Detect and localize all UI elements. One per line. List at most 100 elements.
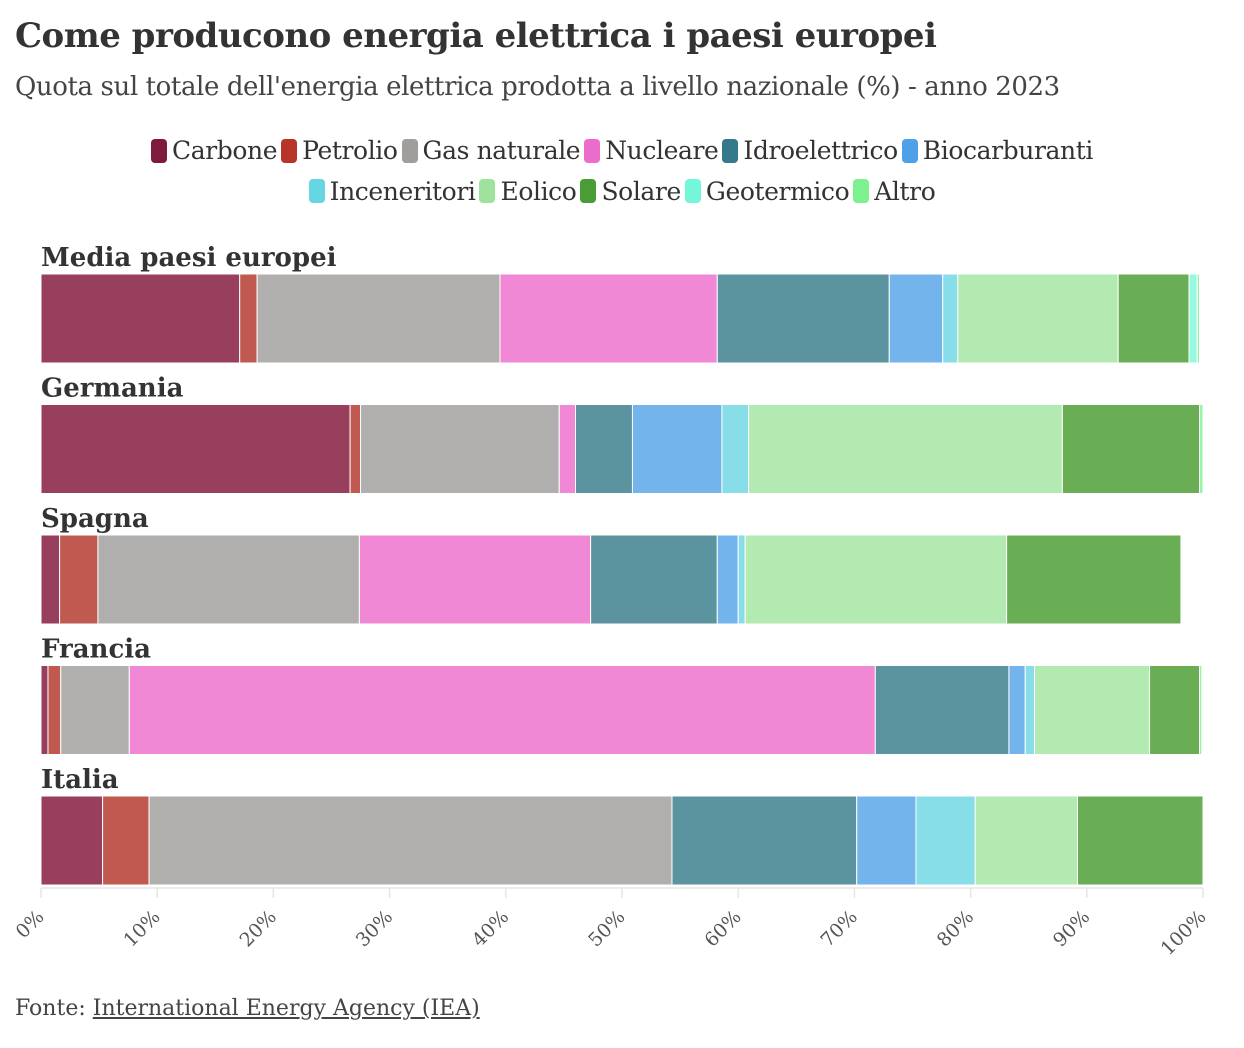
legend-item: Inceneritori (308, 173, 476, 210)
bar-segment-idroelettrico (590, 534, 718, 625)
legend-swatch (308, 179, 325, 203)
bar-segment-petrolio (349, 404, 362, 494)
legend-item: Altro (853, 173, 936, 210)
legend-label: Altro (874, 176, 936, 206)
bar-segment-inceneritori (942, 273, 959, 364)
bar-segment-idroelettrico (716, 273, 890, 364)
x-tick-label: 10% (119, 906, 164, 951)
legend-label: Biocarburanti (922, 136, 1094, 165)
row-label: Francia (41, 635, 151, 665)
x-tick-label: 80% (933, 906, 978, 951)
bar-segment-nucleare (128, 665, 876, 755)
bar-segment-gas-naturale (256, 273, 501, 364)
chart-title: Come producono energia elettrica i paesi… (15, 16, 937, 56)
legend-swatch (722, 138, 739, 163)
legend-swatch (901, 138, 918, 163)
bar-segment-biocarburanti (856, 795, 917, 886)
legend-swatch (684, 179, 701, 203)
bar-row: Media paesi europei (40, 243, 1201, 364)
legend-swatch (853, 179, 870, 203)
bar-segment-carbone (40, 665, 49, 755)
source-link[interactable]: International Energy Agency (IEA) (92, 996, 480, 1021)
x-tick-label: 0% (12, 906, 49, 943)
legend-label: Nucleare (605, 136, 719, 165)
bar-segment-petrolio (102, 795, 150, 886)
legend-item: Gas naturale (401, 132, 581, 169)
bar-row: Italia (40, 765, 1204, 886)
bar-segment-carbone (40, 795, 104, 886)
bar-segment-gas-naturale (60, 665, 130, 755)
legend-swatch (151, 138, 168, 163)
row-label: Italia (41, 765, 119, 795)
legend: Carbone Petrolio Gas naturale Nucleare Idroe… (0, 132, 1244, 213)
bar-segment-gas-naturale (360, 404, 560, 494)
bar-segment-eolico (974, 795, 1079, 886)
bar-segment-carbone (40, 404, 351, 494)
x-tick-label: 60% (700, 906, 745, 951)
x-tick-label: 40% (468, 906, 513, 951)
bar-segment-inceneritori (915, 795, 976, 886)
bar-segment-eolico (957, 273, 1119, 364)
row-label: Spagna (41, 504, 149, 534)
stacked-bar-chart: Media paesi europei Germania Spagna Francia… (12, 243, 1211, 960)
legend-label: Carbone (172, 136, 278, 165)
legend-row: Carbone Petrolio Gas naturale Nucleare Idroe… (0, 132, 1244, 173)
legend-swatch (580, 179, 597, 203)
bar-row: Germania (40, 374, 1204, 494)
bar-segment-gas-naturale (97, 534, 360, 625)
bar-row: Francia (40, 635, 1203, 755)
bar-segment-altro (1199, 665, 1203, 755)
legend-swatch (479, 179, 496, 203)
bar-segment-eolico (748, 404, 1063, 494)
bar-segment-gas-naturale (148, 795, 673, 886)
legend-label: Solare (601, 176, 681, 206)
bar-segment-inceneritori (721, 404, 750, 494)
bar-segment-nucleare (558, 404, 577, 494)
legend-swatch (584, 138, 601, 163)
bar-segment-altro (1196, 273, 1201, 364)
bar-segment-solare (1061, 404, 1201, 494)
bar-segment-nucleare (499, 273, 718, 364)
chart-subtitle: Quota sul totale dell'energia elettrica … (15, 72, 1060, 102)
legend-item: Idroelettrico (722, 132, 898, 169)
row-label: Media paesi europei (41, 243, 337, 273)
bar-segment-solare (1117, 273, 1190, 364)
bar-segment-biocarburanti (888, 273, 944, 364)
bar-segment-biocarburanti (631, 404, 723, 494)
legend-label: Eolico (500, 176, 577, 206)
x-tick-label: 50% (584, 906, 629, 951)
bar-segment-biocarburanti (716, 534, 739, 625)
bar-segment-solare (1006, 534, 1182, 625)
x-tick-label: 100% (1157, 906, 1211, 960)
row-label: Germania (41, 374, 184, 404)
bar-segment-solare (1077, 795, 1204, 886)
bar-segment-biocarburanti (1008, 665, 1026, 755)
legend-item: Eolico (479, 173, 577, 210)
bar-segment-idroelettrico (874, 665, 1010, 755)
bar-segment-carbone (40, 273, 241, 364)
bar-segment-idroelettrico (575, 404, 633, 494)
x-tick-label: 70% (817, 906, 862, 951)
legend-label: Inceneritori (329, 176, 476, 206)
legend-label: Petrolio (302, 136, 398, 165)
bar-segment-solare (1149, 665, 1201, 755)
legend-item: Geotermico (684, 173, 850, 210)
bar-segment-inceneritori (1024, 665, 1036, 755)
x-tick-label: 90% (1049, 906, 1094, 951)
bar-segment-inceneritori (737, 534, 746, 625)
bar-segment-geotermico (1188, 273, 1198, 364)
legend-item: Solare (580, 173, 681, 210)
bar-segment-idroelettrico (671, 795, 858, 886)
x-tick-label: 20% (236, 906, 281, 951)
bar-segment-eolico (1034, 665, 1151, 755)
x-tick-label: 30% (352, 906, 397, 951)
bar-segment-nucleare (358, 534, 592, 625)
bar-segment-petrolio (239, 273, 258, 364)
bar-row: Spagna (40, 504, 1182, 625)
legend-item: Carbone (151, 132, 278, 169)
legend-label: Idroelettrico (743, 136, 898, 165)
legend-row: Inceneritori Eolico Solare Geotermico Altro (0, 173, 1244, 214)
bar-segment-petrolio (59, 534, 99, 625)
legend-label: Gas naturale (422, 136, 581, 165)
bar-segment-altro (1199, 404, 1204, 494)
